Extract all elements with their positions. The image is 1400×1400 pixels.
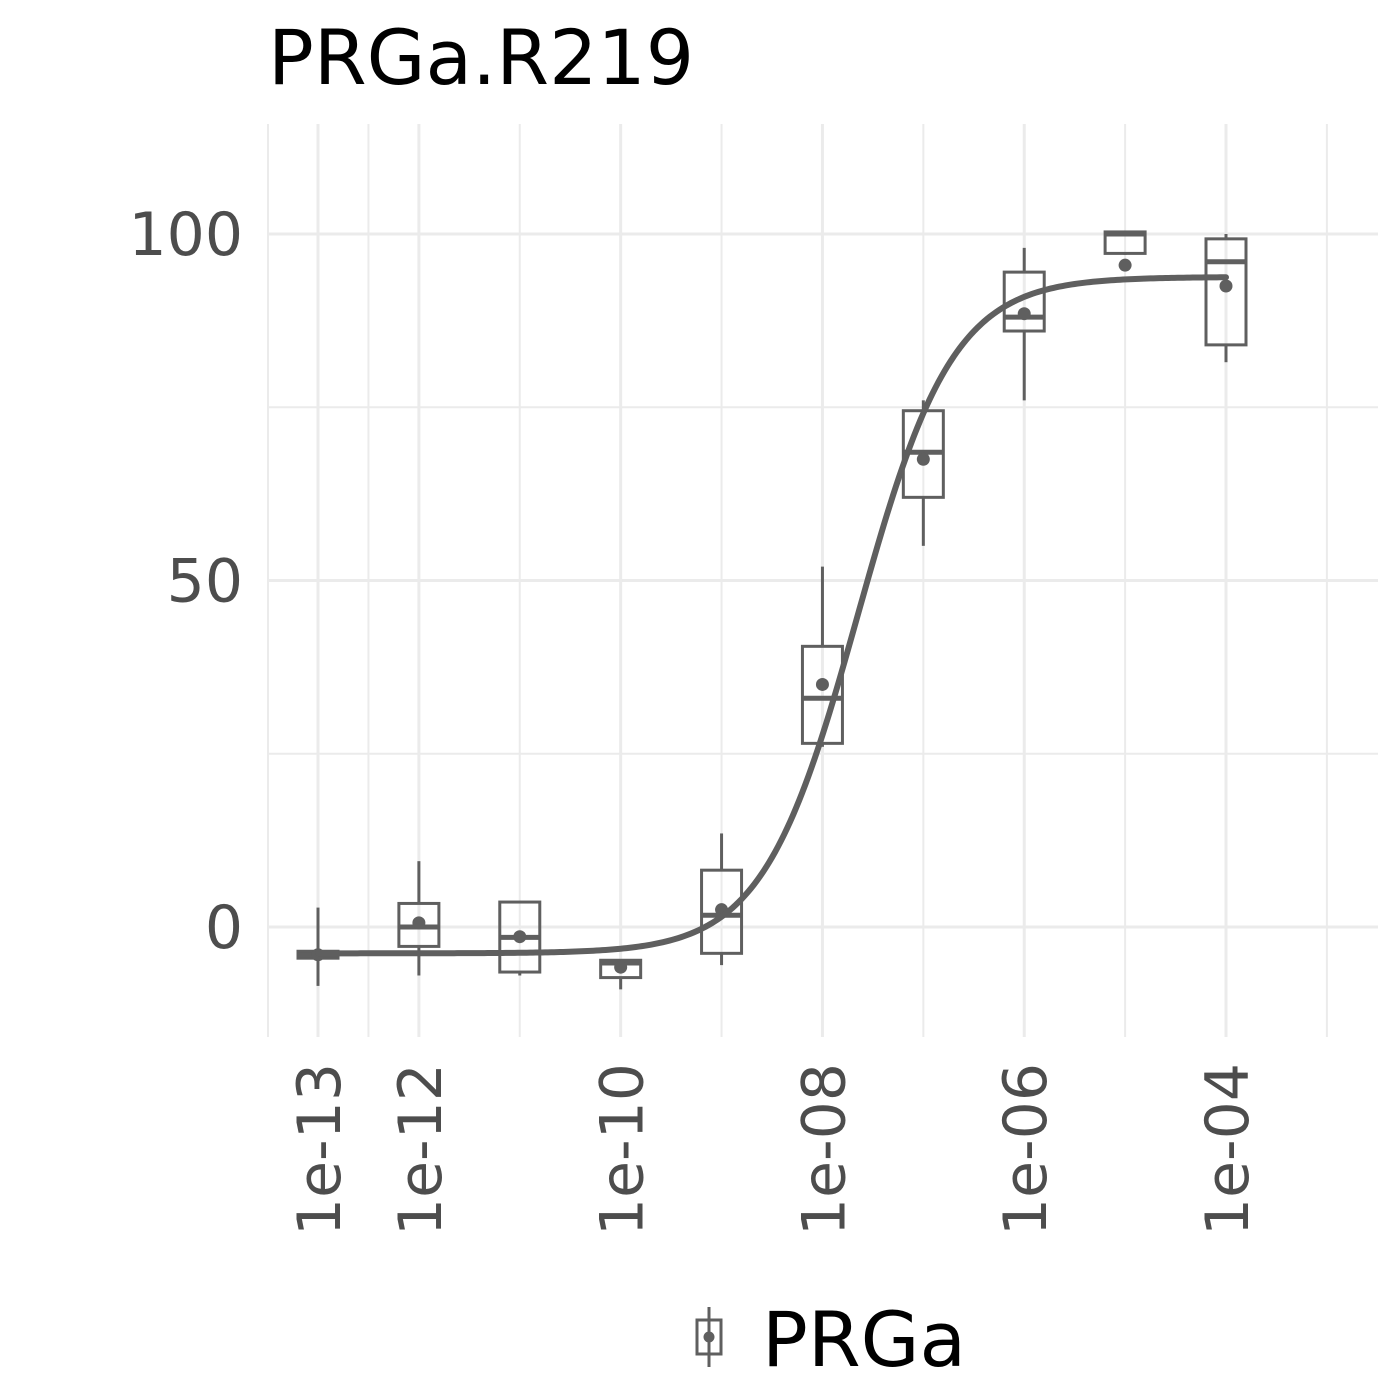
box-body	[1002, 270, 1046, 333]
x-axis-ticks: 1e-13 1e-12 1e-10 1e-08 1e-06 1e-04	[285, 1063, 1263, 1236]
box-mean-point	[513, 930, 527, 944]
legend-label: PRGa	[762, 1295, 966, 1384]
chart-title: PRGa.R219	[268, 13, 694, 102]
box-mean-point	[1219, 279, 1233, 293]
box-plot	[397, 861, 441, 976]
box-body	[599, 958, 643, 980]
x-tick-label: 1e-08	[789, 1063, 859, 1236]
y-tick-label: 0	[205, 893, 243, 963]
x-tick-label: 1e-06	[991, 1063, 1061, 1236]
box-body	[700, 868, 744, 955]
legend-key-icon	[695, 1307, 723, 1367]
legend-key-box	[695, 1318, 723, 1356]
box-plot	[599, 958, 643, 990]
x-tick-label: 1e-10	[588, 1063, 658, 1236]
x-tick-label: 1e-12	[386, 1063, 456, 1236]
box-body	[1204, 237, 1248, 347]
box-plot	[1204, 234, 1248, 363]
y-tick-label: 50	[167, 547, 243, 617]
x-tick-label: 1e-13	[285, 1063, 355, 1236]
fit-curve	[315, 274, 1229, 957]
box-mean-point	[1017, 307, 1031, 321]
y-axis-ticks: 0 50 100	[128, 200, 243, 963]
box-mean-point	[614, 960, 628, 974]
box-plot	[296, 907, 340, 986]
box-plots	[296, 230, 1248, 990]
box-plot	[1002, 247, 1046, 401]
box-mean-point	[815, 677, 829, 691]
box-mean-point	[412, 916, 426, 930]
box-mean-point	[916, 452, 930, 466]
x-tick-label: 1e-04	[1193, 1063, 1263, 1236]
box-plot	[1103, 230, 1147, 272]
y-tick-label: 100	[128, 200, 243, 270]
box-mean-point	[1118, 258, 1132, 272]
legend: PRGa	[695, 1295, 966, 1384]
fit-curve-layer	[315, 274, 1229, 957]
box-plot	[498, 900, 542, 976]
legend-key-point	[703, 1331, 715, 1343]
